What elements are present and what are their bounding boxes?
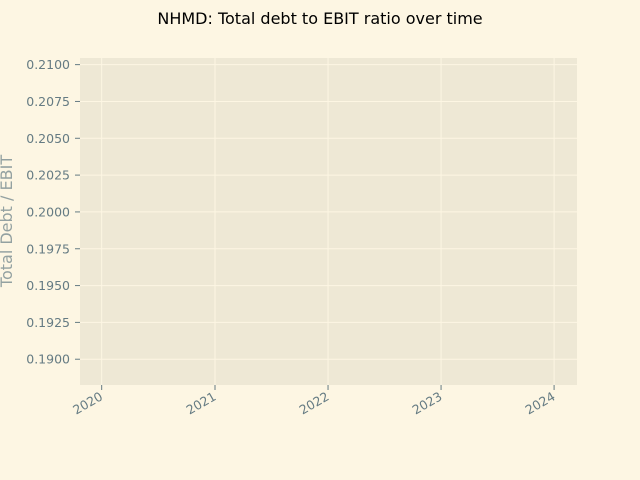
x-tick-label: 2020 — [70, 389, 105, 418]
y-tick-label: 0.2050 — [26, 131, 70, 146]
y-tick-label: 0.1925 — [26, 315, 70, 330]
y-tick-label: 0.2075 — [26, 94, 70, 109]
x-tick-label: 2024 — [523, 389, 558, 418]
y-tick-label: 0.2025 — [26, 168, 70, 183]
x-axis-ticks: 2020 2021 2022 2023 2024 — [70, 385, 558, 418]
y-tick-label: 0.1975 — [26, 241, 70, 256]
x-tick-label: 2022 — [296, 389, 331, 418]
y-tick-label: 0.1900 — [26, 352, 70, 367]
y-axis-ticks: 0.1900 0.1925 0.1950 0.1975 0.2000 0.2025 0.20… — [26, 57, 80, 367]
y-axis-label: Total Debt / EBIT — [0, 155, 16, 288]
chart-title: NHMD: Total debt to EBIT ratio over time — [157, 9, 482, 28]
x-tick-label: 2023 — [410, 389, 445, 418]
grid-lines — [80, 58, 577, 385]
y-tick-label: 0.2000 — [26, 204, 70, 219]
y-tick-label: 0.1950 — [26, 278, 70, 293]
x-tick-label: 2021 — [183, 389, 218, 418]
y-tick-label: 0.2100 — [26, 57, 70, 72]
